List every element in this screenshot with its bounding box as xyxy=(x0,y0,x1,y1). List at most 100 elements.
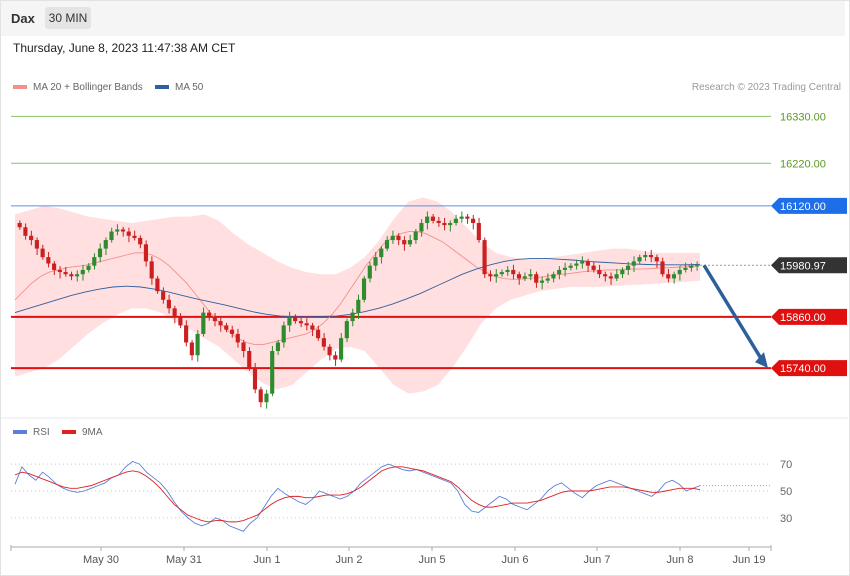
candle-body xyxy=(488,274,493,277)
candle-body xyxy=(585,261,590,266)
ma20-line xyxy=(14,231,701,346)
candle-body xyxy=(648,255,654,258)
legend-swatch-ma20 xyxy=(13,85,27,89)
symbol-title: Dax xyxy=(11,11,35,26)
candle-body xyxy=(493,274,499,277)
candle-body xyxy=(333,355,338,360)
candle-body xyxy=(390,235,395,241)
candle-body xyxy=(293,316,298,322)
candle-body xyxy=(614,274,619,279)
candle-body xyxy=(373,257,378,266)
x-tick-label: Jun 8 xyxy=(667,554,694,566)
candle-body xyxy=(235,333,240,343)
candle-body xyxy=(516,274,522,279)
candle-body xyxy=(149,261,154,279)
candle-body xyxy=(419,223,424,232)
candle-body xyxy=(247,351,252,369)
candle-body xyxy=(138,237,143,245)
candle-body xyxy=(201,312,206,334)
timeframe-button[interactable]: 30 MIN xyxy=(45,7,91,29)
candle-body xyxy=(574,263,579,266)
candle-body xyxy=(413,231,418,241)
candle-body xyxy=(620,269,625,275)
candle-body xyxy=(143,244,149,262)
candle-body xyxy=(476,223,481,241)
candle-body xyxy=(430,216,435,221)
candle-body xyxy=(120,229,126,232)
candle-body xyxy=(568,265,573,268)
level-label-0: 16330.00 xyxy=(780,111,826,123)
candle-body xyxy=(499,272,504,275)
candle-body xyxy=(316,329,321,339)
candle-body xyxy=(361,278,367,300)
candle-body xyxy=(505,269,510,273)
candle-body xyxy=(379,248,384,258)
candle-body xyxy=(471,218,476,223)
candle-body xyxy=(241,342,246,351)
candle-body xyxy=(161,291,166,300)
candle-body xyxy=(126,231,131,236)
candle-body xyxy=(459,216,464,219)
candle-body xyxy=(189,342,194,356)
candle-body xyxy=(178,316,183,326)
x-tick-label: Jun 5 xyxy=(419,554,446,566)
candle-body xyxy=(580,261,585,264)
x-tick-label: Jun 1 xyxy=(254,554,281,566)
level-tag-5 xyxy=(771,360,847,377)
candle-body xyxy=(212,316,217,322)
candle-body xyxy=(551,274,556,279)
candle-body xyxy=(57,269,62,273)
candle-body xyxy=(23,227,28,236)
candle-body xyxy=(321,338,326,347)
level-tag-4 xyxy=(771,308,847,325)
level-label-1: 16220.00 xyxy=(780,158,826,170)
rsi-tick-label: 50 xyxy=(780,486,792,498)
x-tick-label: May 31 xyxy=(166,554,202,566)
candle-body xyxy=(534,274,539,283)
candle-body xyxy=(74,274,80,277)
top-bar xyxy=(1,1,845,36)
legend-swatch-9ma xyxy=(62,430,76,434)
candle-body xyxy=(109,231,114,241)
candle-body xyxy=(287,316,292,326)
candle-body xyxy=(545,278,550,281)
candle-body xyxy=(132,235,137,238)
candle-body xyxy=(252,368,258,390)
candle-body xyxy=(184,325,189,343)
candle-body xyxy=(92,257,97,266)
candle-body xyxy=(224,325,229,330)
candle-body xyxy=(298,321,303,324)
candle-body xyxy=(402,240,407,245)
candle-body xyxy=(356,299,361,313)
candle-body xyxy=(557,269,562,275)
x-tick-label: Jun 2 xyxy=(336,554,363,566)
candle-body xyxy=(166,299,171,309)
candle-body xyxy=(654,257,659,262)
candle-body xyxy=(442,223,447,226)
candle-body xyxy=(625,265,631,270)
candle-body xyxy=(603,274,608,277)
level-label-4: 15860.00 xyxy=(780,312,826,324)
candle-body xyxy=(275,342,281,351)
candle-body xyxy=(677,269,682,275)
candle-body xyxy=(339,338,344,360)
chart-datetime: Thursday, June 8, 2023 11:47:38 AM CET xyxy=(13,41,236,55)
candle-body xyxy=(115,229,120,232)
candle-body xyxy=(528,274,533,277)
candle-body xyxy=(436,220,441,223)
candle-body xyxy=(327,346,332,356)
candle-body xyxy=(97,248,103,258)
legend-label-9ma: 9MA xyxy=(82,427,103,438)
candle-body xyxy=(350,312,355,322)
candle-body xyxy=(511,269,516,275)
rsi-line xyxy=(14,460,701,532)
candle-body xyxy=(643,255,648,258)
candle-body xyxy=(40,248,45,258)
candle-body xyxy=(367,265,372,279)
forecast-arrow xyxy=(702,264,764,361)
candle-body xyxy=(562,267,567,270)
legend-swatch-rsi xyxy=(13,430,27,434)
rsi-9ma-line xyxy=(14,466,701,523)
candle-body xyxy=(482,240,487,275)
